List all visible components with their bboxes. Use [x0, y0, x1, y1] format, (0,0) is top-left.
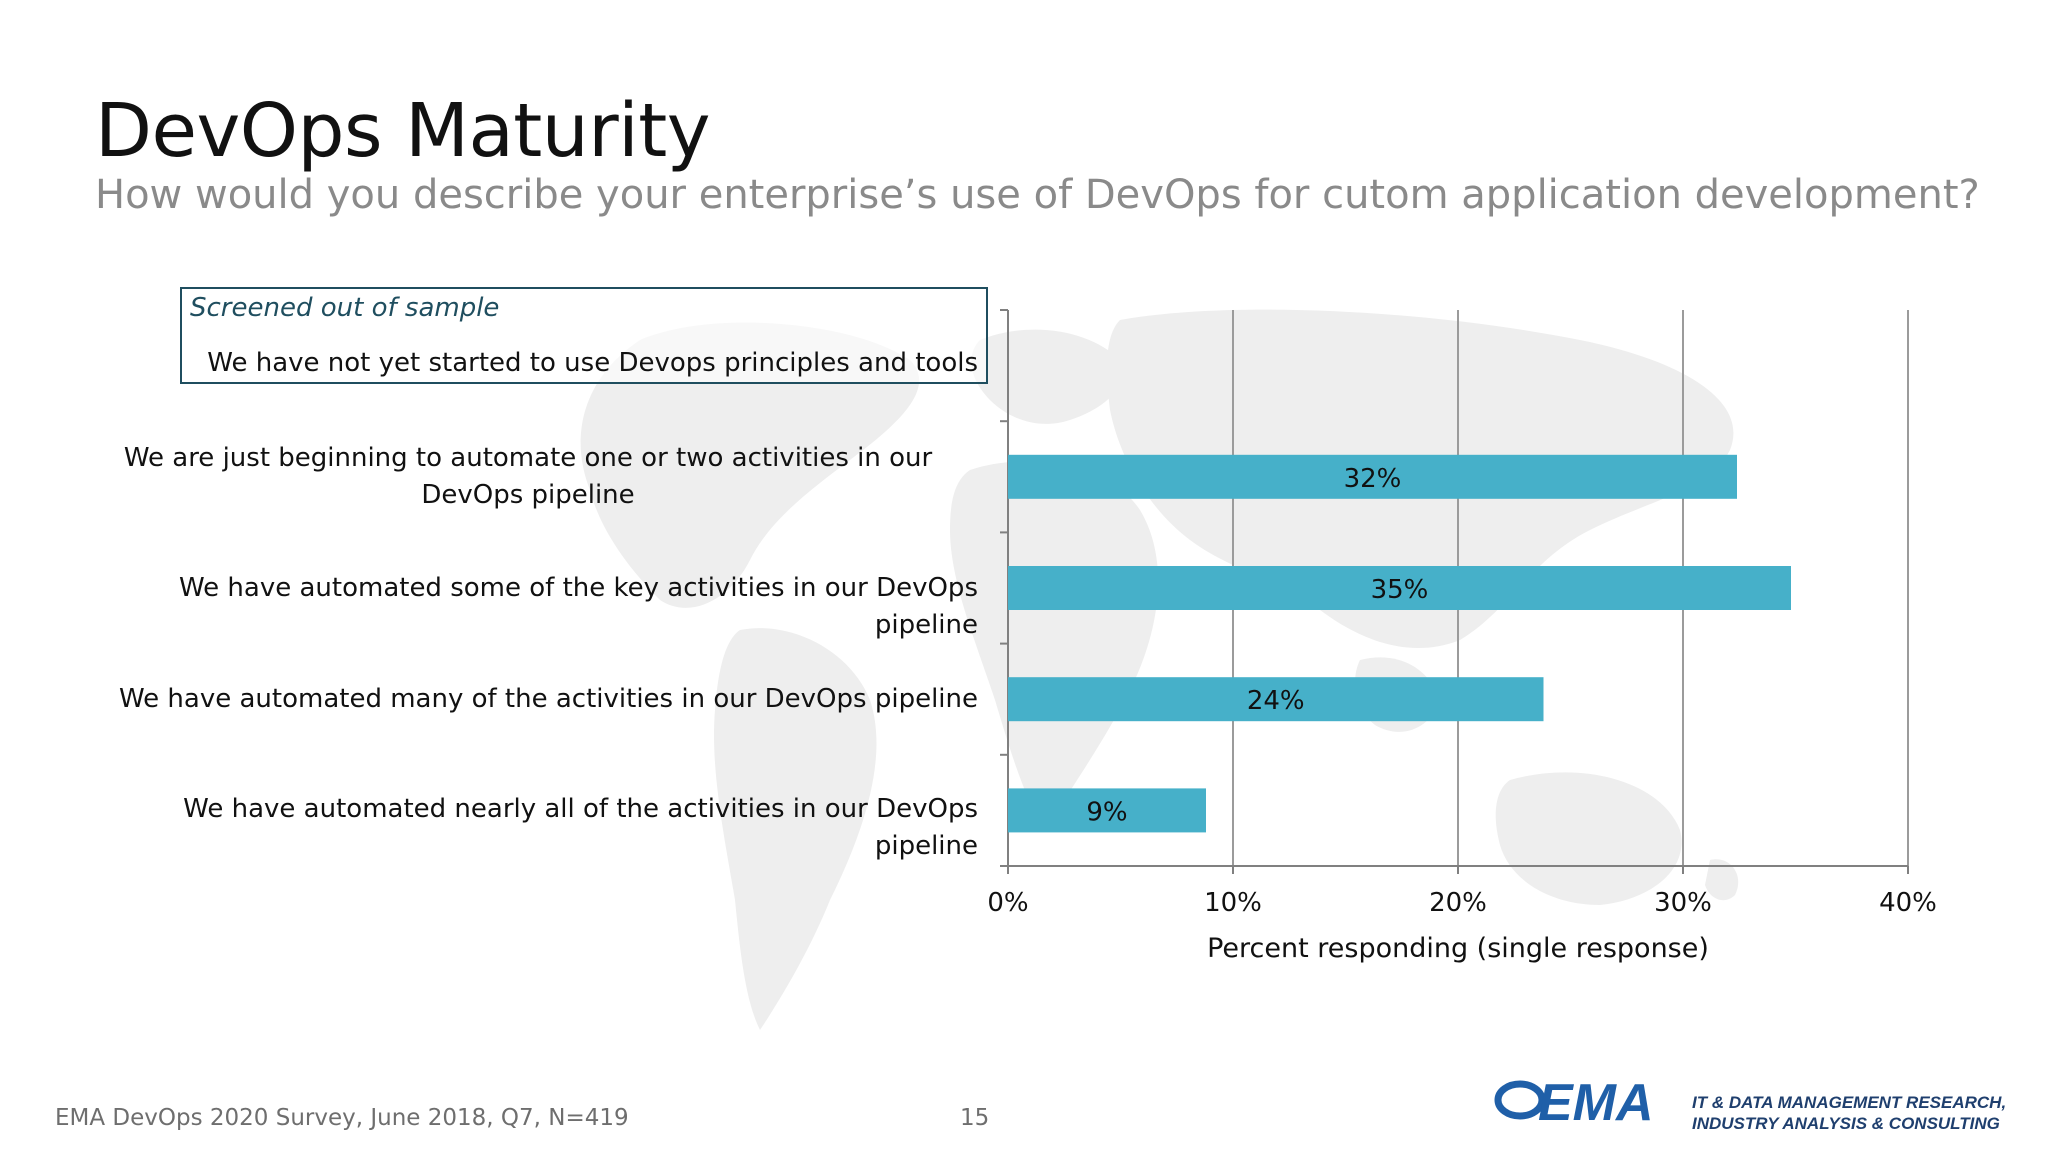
bar-1 [1008, 454, 1737, 499]
slide-title: DevOps Maturity [95, 88, 711, 174]
bars [1008, 454, 1791, 833]
footer-source: EMA DevOps 2020 Survey, June 2018, Q7, N… [55, 1105, 629, 1131]
screened-out-box: Screened out of sample We have not yet s… [180, 287, 988, 384]
slide-subtitle: How would you describe your enterprise’s… [95, 172, 1980, 218]
x-tick-label-0: 0% [987, 888, 1028, 918]
data-label-4: 9% [1086, 797, 1127, 827]
x-axis-label: Percent responding (single response) [1207, 933, 1709, 964]
x-tick-label-20: 20% [1429, 888, 1487, 918]
category-label-2: We have automated some of the key activi… [178, 573, 978, 640]
x-tick-label-30: 30% [1654, 888, 1712, 918]
logo-wordmark: EMA [1538, 1074, 1654, 1132]
bar-3 [1008, 677, 1544, 722]
data-label-3: 24% [1247, 686, 1305, 716]
bar-4 [1008, 788, 1206, 833]
logo-swoosh-icon [1494, 1080, 1546, 1120]
x-tick-label-10: 10% [1204, 888, 1262, 918]
screened-out-text: We have not yet started to use Devops pr… [207, 348, 978, 378]
category-label-3: We have automated many of the activities… [118, 684, 978, 714]
tagline: IT & DATA MANAGEMENT RESEARCH, INDUSTRY … [1692, 1092, 2006, 1134]
x-tick-label-40: 40% [1879, 888, 1937, 918]
tagline-line-2: INDUSTRY ANALYSIS & CONSULTING [1692, 1114, 2000, 1133]
category-label-4: We have automated nearly all of the acti… [183, 794, 978, 861]
ema-logo: EMA [1494, 1074, 1654, 1132]
category-label-1: We are just beginning to automate one or… [123, 443, 933, 510]
screened-out-heading: Screened out of sample [190, 293, 500, 323]
page-number: 15 [960, 1105, 990, 1131]
data-label-2: 35% [1371, 575, 1429, 605]
bar-2 [1008, 566, 1791, 610]
tick-labels: 0% 10% 20% 30% 40% [987, 888, 1937, 918]
data-labels: 32% 35% 24% 9% [1086, 464, 1428, 828]
tagline-line-1: IT & DATA MANAGEMENT RESEARCH, [1692, 1093, 2007, 1112]
data-label-1: 32% [1344, 464, 1402, 494]
